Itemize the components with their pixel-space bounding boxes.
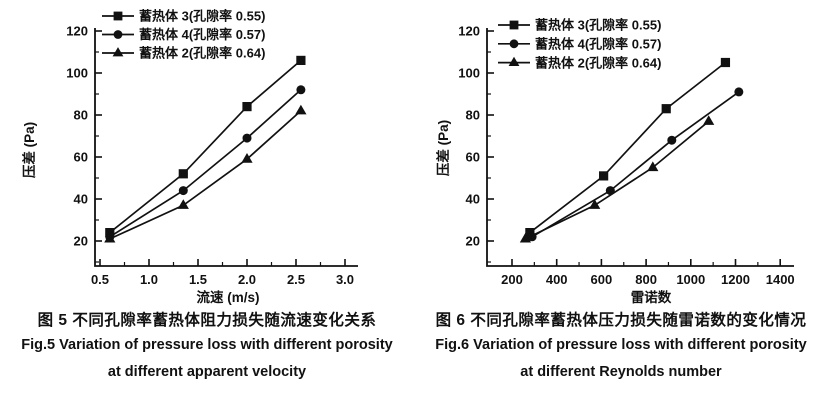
svg-text:1.0: 1.0 — [140, 272, 158, 287]
svg-text:2.5: 2.5 — [287, 272, 305, 287]
figure6-caption-en-line1: Fig.6 Variation of pressure loss with di… — [435, 337, 807, 353]
svg-text:蓄热体 4(孔隙率 0.57): 蓄热体 4(孔隙率 0.57) — [535, 37, 661, 52]
figure5-caption-zh: 图 5 不同孔隙率蓄热体阻力损失随流速变化关系 — [37, 312, 377, 329]
svg-text:400: 400 — [546, 272, 568, 287]
figure5-caption-en-line2: at different apparent velocity — [107, 364, 307, 380]
svg-text:蓄热体 4(孔隙率 0.57): 蓄热体 4(孔隙率 0.57) — [139, 27, 265, 42]
svg-text:100: 100 — [66, 66, 88, 81]
svg-text:蓄热体 3(孔隙率 0.55): 蓄热体 3(孔隙率 0.55) — [535, 18, 661, 33]
svg-text:120: 120 — [66, 24, 88, 39]
svg-text:3.0: 3.0 — [336, 272, 354, 287]
svg-text:2.0: 2.0 — [238, 272, 256, 287]
svg-text:600: 600 — [591, 272, 613, 287]
figure5-caption-en-line1: Fig.5 Variation of pressure loss with di… — [21, 337, 393, 353]
svg-text:1.5: 1.5 — [189, 272, 207, 287]
svg-text:120: 120 — [458, 24, 480, 39]
svg-text:蓄热体 2(孔隙率 0.64): 蓄热体 2(孔隙率 0.64) — [535, 55, 661, 70]
svg-text:0.5: 0.5 — [91, 272, 109, 287]
svg-text:80: 80 — [466, 108, 480, 123]
svg-text:雷诺数: 雷诺数 — [631, 289, 672, 305]
svg-text:压差 (Pa): 压差 (Pa) — [435, 120, 451, 176]
svg-text:流速 (m/s): 流速 (m/s) — [196, 289, 259, 305]
svg-text:蓄热体 2(孔隙率 0.64): 蓄热体 2(孔隙率 0.64) — [139, 46, 265, 61]
svg-text:200: 200 — [501, 272, 523, 287]
svg-text:800: 800 — [635, 272, 657, 287]
svg-text:1400: 1400 — [766, 272, 795, 287]
svg-text:40: 40 — [466, 192, 480, 207]
svg-text:60: 60 — [466, 150, 480, 165]
chart-pressure-vs-reynolds: 20 40 60 80 100 120 200 400 600 800 1000 1200 1400 雷诺… — [435, 18, 795, 305]
svg-text:80: 80 — [74, 108, 88, 123]
svg-text:1200: 1200 — [721, 272, 750, 287]
figure6-caption-en-line2: at different Reynolds number — [520, 364, 722, 380]
svg-text:蓄热体 3(孔隙率 0.55): 蓄热体 3(孔隙率 0.55) — [139, 9, 265, 24]
svg-text:1000: 1000 — [676, 272, 705, 287]
figure-5: 20 40 60 80 100 120 0.5 1.0 1.5 2.0 2.5 3.0 流速 (m/s)… — [21, 9, 393, 380]
figure-6: 20 40 60 80 100 120 200 400 600 800 1000 1200 1400 雷诺… — [414, 0, 828, 415]
svg-text:40: 40 — [74, 192, 88, 207]
svg-text:压差 (Pa): 压差 (Pa) — [21, 122, 37, 178]
svg-text:100: 100 — [458, 66, 480, 81]
svg-text:60: 60 — [74, 150, 88, 165]
chart-pressure-vs-velocity: 20 40 60 80 100 120 0.5 1.0 1.5 2.0 2.5 3.0 流速 (m/s)… — [21, 9, 358, 305]
svg-text:20: 20 — [466, 234, 480, 249]
figure6-caption-zh: 图 6 不同孔隙率蓄热体压力损失随雷诺数的变化情况 — [435, 312, 807, 329]
svg-text:20: 20 — [74, 234, 88, 249]
